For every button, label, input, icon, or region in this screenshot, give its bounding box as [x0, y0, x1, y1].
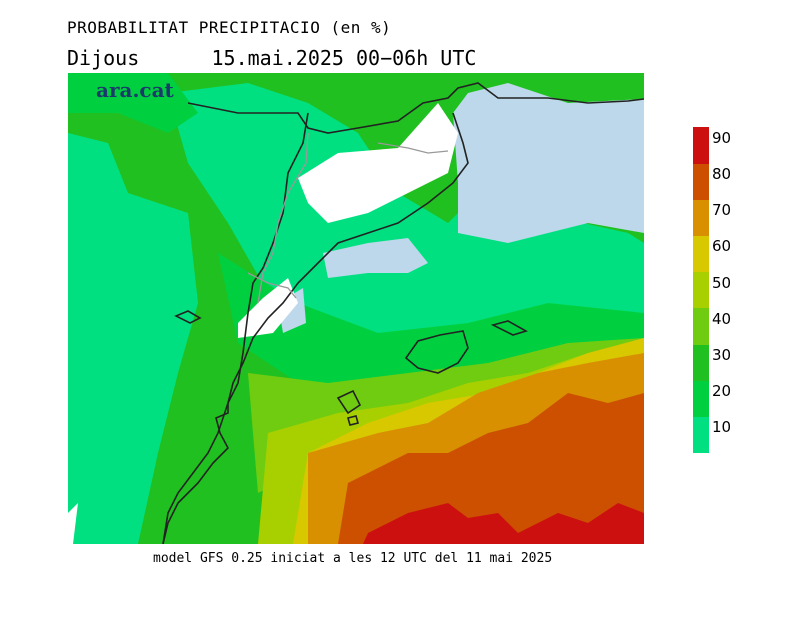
legend-tick: 30 [712, 346, 732, 365]
legend-swatch [693, 344, 709, 381]
probability-map [68, 73, 644, 544]
date-range: 15.mai.2025 00−06h UTC [211, 46, 477, 70]
legend-swatch [693, 308, 709, 345]
model-footer: model GFS 0.25 iniciat a les 12 UTC del … [153, 551, 553, 566]
brand-logo: ara.cat [96, 78, 174, 102]
coastline [162, 82, 644, 544]
field-80-90 [338, 393, 644, 544]
island-ibiza [336, 389, 362, 415]
legend-tick: 80 [712, 165, 732, 184]
day-label: Dijous [67, 46, 140, 70]
border [162, 112, 309, 544]
regional-border-2 [377, 142, 449, 154]
island-menorca [490, 320, 529, 336]
legend-swatch [693, 271, 709, 309]
field-10-20-west [68, 133, 198, 544]
regional-border [257, 132, 309, 304]
legend-tick: 50 [712, 273, 732, 292]
regional-border-3 [247, 272, 297, 299]
legend-tick: 90 [712, 128, 732, 147]
field-90-100 [363, 503, 644, 544]
below-threshold-sea [453, 83, 644, 243]
below-threshold-land-2 [238, 278, 298, 338]
map-title: PROBABILITAT PRECIPITACIO (en %) [67, 18, 392, 37]
legend-tick: 20 [712, 382, 732, 401]
island-lake [174, 310, 202, 324]
legend-swatch [693, 127, 709, 164]
legend-swatch [693, 380, 709, 418]
legend-tick: 10 [712, 418, 732, 437]
island-mallorca [404, 330, 469, 374]
legend-tick: 60 [712, 237, 732, 256]
legend-swatch [693, 235, 709, 273]
below-threshold-land-3 [68, 503, 78, 544]
legend-swatch [693, 199, 709, 237]
map-subtitle: Dijous 15.mai.2025 00−06h UTC [67, 46, 476, 70]
island-formentera [347, 415, 359, 426]
below-threshold-sea-2 [323, 238, 428, 278]
legend-swatch [693, 163, 709, 200]
legend-swatch [693, 416, 709, 454]
legend-tick: 70 [712, 201, 732, 220]
below-threshold-land [298, 103, 458, 223]
field-20-30 [68, 73, 198, 133]
legend-tick: 40 [712, 309, 732, 328]
